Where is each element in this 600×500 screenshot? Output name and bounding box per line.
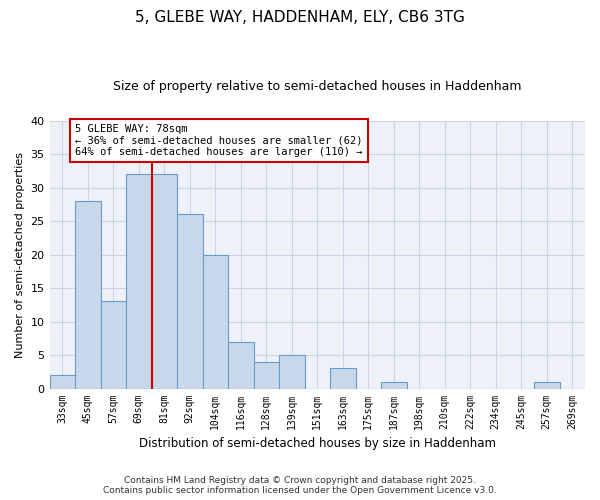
Bar	[381, 382, 407, 388]
X-axis label: Distribution of semi-detached houses by size in Haddenham: Distribution of semi-detached houses by …	[139, 437, 496, 450]
Bar	[75, 201, 101, 388]
Bar	[50, 375, 75, 388]
Bar	[228, 342, 254, 388]
Text: 5, GLEBE WAY, HADDENHAM, ELY, CB6 3TG: 5, GLEBE WAY, HADDENHAM, ELY, CB6 3TG	[135, 10, 465, 25]
Bar	[126, 174, 152, 388]
Bar	[534, 382, 560, 388]
Text: Contains HM Land Registry data © Crown copyright and database right 2025.
Contai: Contains HM Land Registry data © Crown c…	[103, 476, 497, 495]
Title: Size of property relative to semi-detached houses in Haddenham: Size of property relative to semi-detach…	[113, 80, 521, 93]
Bar	[177, 214, 203, 388]
Bar	[279, 355, 305, 388]
Y-axis label: Number of semi-detached properties: Number of semi-detached properties	[15, 152, 25, 358]
Text: 5 GLEBE WAY: 78sqm
← 36% of semi-detached houses are smaller (62)
64% of semi-de: 5 GLEBE WAY: 78sqm ← 36% of semi-detache…	[75, 124, 362, 157]
Bar	[330, 368, 356, 388]
Bar	[203, 254, 228, 388]
Bar	[101, 302, 126, 388]
Bar	[254, 362, 279, 388]
Bar	[152, 174, 177, 388]
